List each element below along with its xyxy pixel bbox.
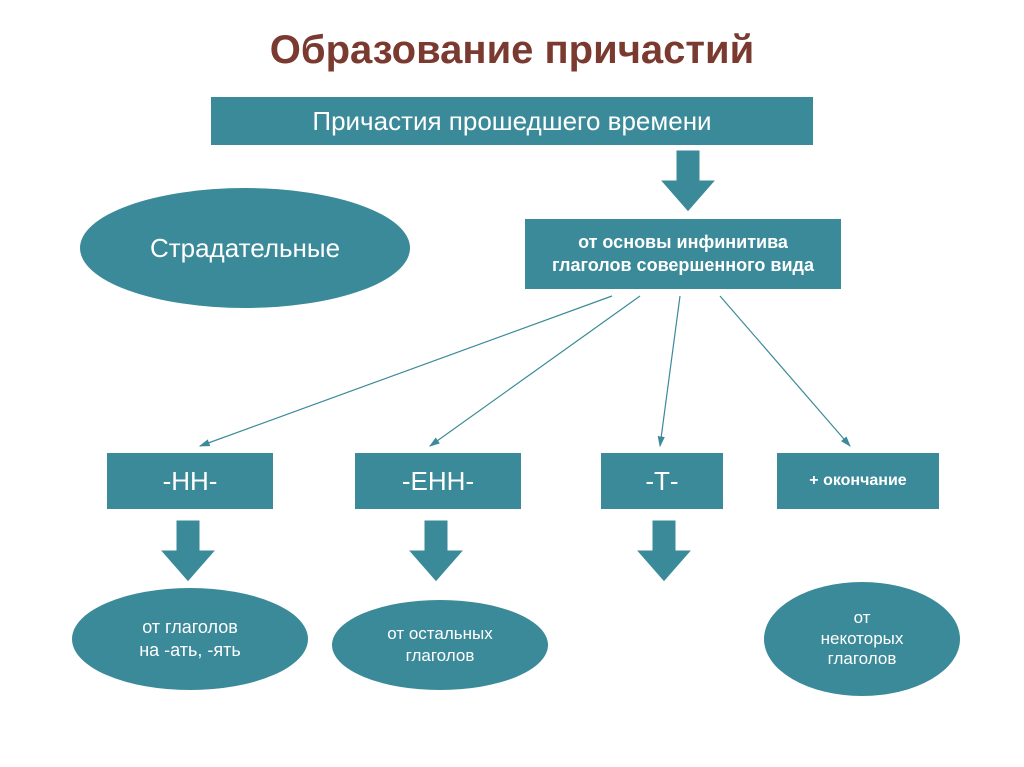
passive-ellipse: Страдательные bbox=[80, 188, 410, 308]
source-box: от основы инфинитива глаголов совершенно… bbox=[524, 218, 842, 290]
arrow-nn bbox=[160, 520, 216, 582]
result2-line1: от остальных bbox=[387, 623, 492, 645]
suffix-box-nn: -НН- bbox=[106, 452, 274, 510]
arrow-enn bbox=[408, 520, 464, 582]
result3-line2: некоторых bbox=[821, 629, 904, 649]
page-title: Образование причастий bbox=[0, 28, 1024, 73]
result-ellipse-some: от некоторых глаголов bbox=[764, 582, 960, 696]
result3-line3: глаголов bbox=[828, 649, 897, 669]
result2-line2: глаголов bbox=[406, 645, 475, 667]
suffix-enn-text: -ЕНН- bbox=[402, 466, 474, 497]
suffix-ending-text: + окончание bbox=[809, 472, 906, 490]
passive-text: Страдательные bbox=[150, 233, 340, 264]
suffix-box-t: -Т- bbox=[600, 452, 724, 510]
result1-line1: от глаголов bbox=[142, 616, 238, 639]
result1-line2: на -ать, -ять bbox=[139, 639, 241, 662]
result-ellipse-others: от остальных глаголов bbox=[332, 600, 548, 690]
suffix-nn-text: -НН- bbox=[163, 466, 218, 497]
source-line1: от основы инфинитива bbox=[578, 231, 788, 254]
suffix-t-text: -Т- bbox=[645, 466, 678, 497]
result3-line1: от bbox=[854, 608, 871, 628]
subtitle-box: Причастия прошедшего времени bbox=[210, 96, 814, 146]
arrow-subtitle-to-source bbox=[660, 150, 716, 212]
subtitle-text: Причастия прошедшего времени bbox=[312, 106, 711, 137]
arrow-t bbox=[636, 520, 692, 582]
result-ellipse-at-yat: от глаголов на -ать, -ять bbox=[72, 588, 308, 690]
suffix-box-enn: -ЕНН- bbox=[354, 452, 522, 510]
suffix-box-ending: + окончание bbox=[776, 452, 940, 510]
source-line2: глаголов совершенного вида bbox=[552, 254, 814, 277]
